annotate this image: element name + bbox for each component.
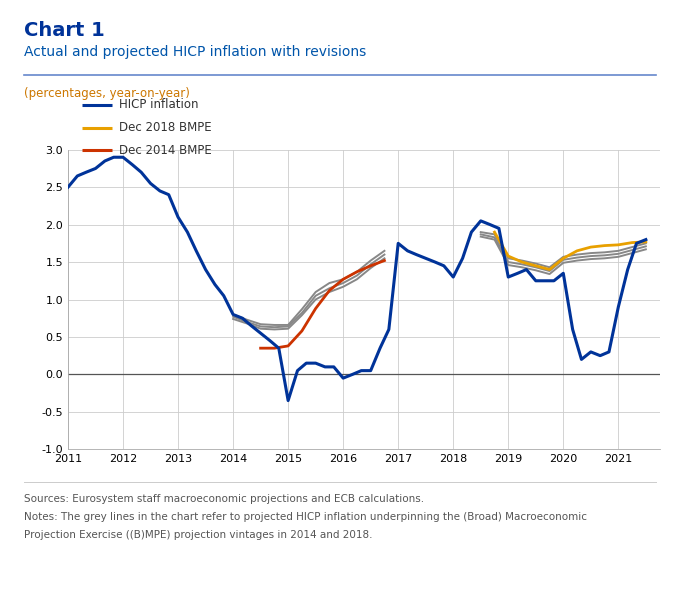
Text: Dec 2014 BMPE: Dec 2014 BMPE bbox=[119, 144, 211, 157]
Text: Dec 2018 BMPE: Dec 2018 BMPE bbox=[119, 121, 211, 134]
Text: Actual and projected HICP inflation with revisions: Actual and projected HICP inflation with… bbox=[24, 45, 366, 59]
Text: Sources: Eurosystem staff macroeconomic projections and ECB calculations.: Sources: Eurosystem staff macroeconomic … bbox=[24, 494, 424, 504]
Text: Projection Exercise ((B)MPE) projection vintages in 2014 and 2018.: Projection Exercise ((B)MPE) projection … bbox=[24, 530, 373, 540]
Text: Chart 1: Chart 1 bbox=[24, 21, 105, 40]
Text: Notes: The grey lines in the chart refer to projected HICP inflation underpinnin: Notes: The grey lines in the chart refer… bbox=[24, 512, 587, 522]
Text: (percentages, year-on-year): (percentages, year-on-year) bbox=[24, 87, 190, 100]
Text: HICP inflation: HICP inflation bbox=[119, 98, 199, 111]
